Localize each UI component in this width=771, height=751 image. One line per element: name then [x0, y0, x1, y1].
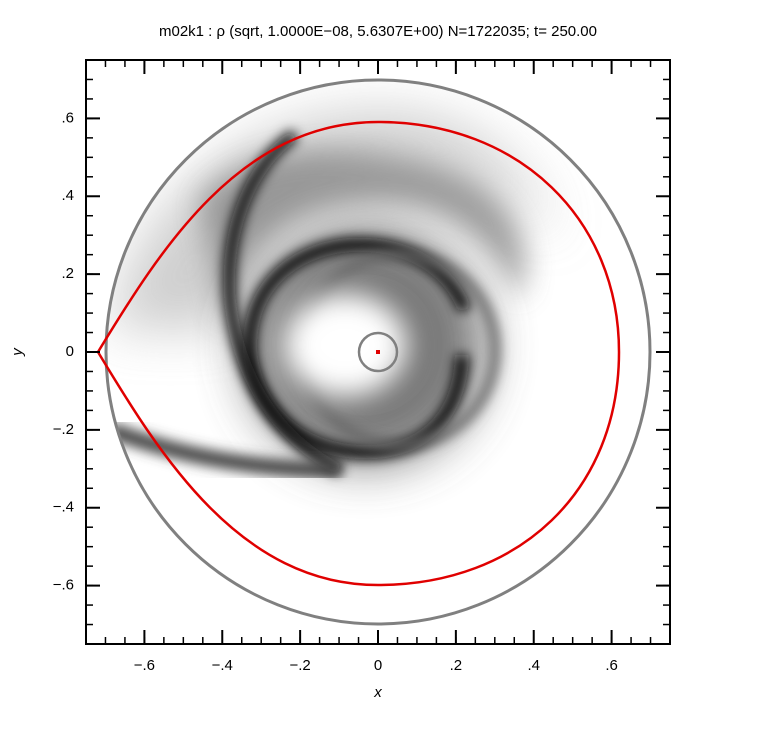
y-tick-label: 0 [66, 343, 74, 360]
x-tick-label: −.6 [134, 657, 155, 674]
x-tick-label: .2 [450, 657, 463, 674]
y-tick-label: −.2 [53, 421, 74, 438]
x-tick-label: 0 [374, 657, 382, 674]
y-axis-label: y [9, 347, 26, 357]
inner-boundary [357, 331, 399, 373]
density-map [106, 80, 650, 624]
x-axis-label: x [373, 684, 382, 701]
center-point [376, 350, 380, 354]
y-tick-label: .6 [61, 109, 74, 126]
y-tick-label: −.6 [53, 577, 74, 594]
y-tick-label: .2 [61, 265, 74, 282]
y-tick-label: −.4 [53, 499, 74, 516]
x-tick-label: .6 [605, 657, 618, 674]
x-tick-label: −.4 [212, 657, 233, 674]
x-tick-label: .4 [527, 657, 540, 674]
x-tick-label: −.2 [289, 657, 310, 674]
outer-boundary [104, 78, 652, 626]
y-tick-label: .4 [61, 187, 74, 204]
roche-lobe [96, 120, 621, 587]
chart-title: m02k1 : ρ (sqrt, 1.0000E−08, 5.6307E+00)… [159, 23, 597, 40]
